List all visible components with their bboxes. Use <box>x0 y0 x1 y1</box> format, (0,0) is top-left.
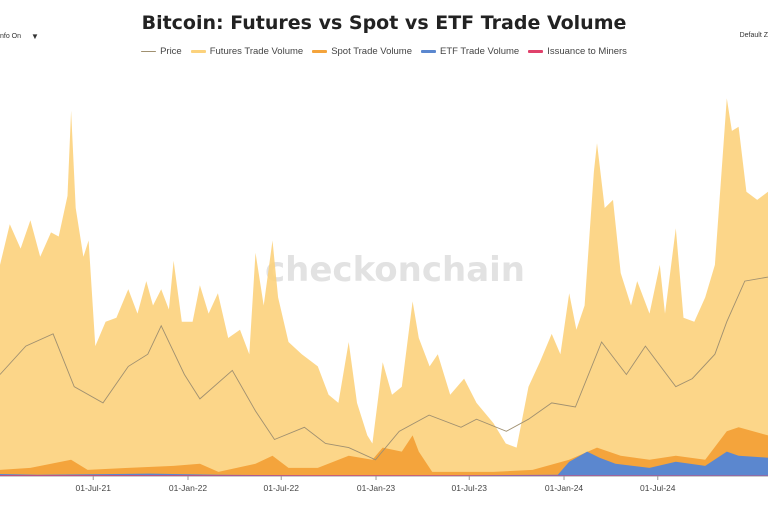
legend-item-etf[interactable]: ETF Trade Volume <box>421 46 519 57</box>
legend-item-issuance[interactable]: Issuance to Miners <box>528 46 627 57</box>
legend-label-issuance: Issuance to Miners <box>547 46 627 57</box>
watermark: checkonchain <box>265 250 525 290</box>
info-toggle-label: nfo On <box>0 33 22 40</box>
x-tick-label: 01-Jul-24 <box>640 483 676 493</box>
legend-label-price: Price <box>160 46 182 57</box>
legend-swatch-spot <box>312 50 328 53</box>
legend-label-spot: Spot Trade Volume <box>331 46 412 57</box>
legend-label-etf: ETF Trade Volume <box>440 46 520 57</box>
legend: Price Futures Trade Volume Spot Trade Vo… <box>0 46 768 57</box>
legend-label-futures: Futures Trade Volume <box>209 46 304 57</box>
x-axis-ticks: 01-Jul-21 01-Jan-22 01-Jul-22 01-Jan-23 01-J… <box>76 476 676 493</box>
legend-swatch-etf <box>421 50 436 53</box>
legend-item-spot[interactable]: Spot Trade Volume <box>312 46 412 57</box>
series-futures-trade-volume[interactable] <box>0 98 768 477</box>
series-price[interactable] <box>0 276 768 461</box>
x-tick-label: 01-Jan-24 <box>545 483 584 493</box>
chart-title: Bitcoin: Futures vs Spot vs ETF Trade Vo… <box>141 12 627 34</box>
legend-swatch-issuance <box>528 50 544 53</box>
legend-item-futures[interactable]: Futures Trade Volume <box>190 46 304 57</box>
x-tick-label: 01-Jul-21 <box>76 483 112 493</box>
legend-swatch-price <box>141 51 157 52</box>
series-layer <box>0 98 768 477</box>
legend-swatch-futures <box>190 50 206 53</box>
chevron-down-icon: ▼ <box>31 32 39 41</box>
info-toggle-dropdown[interactable]: nfo On ▼ <box>0 32 39 41</box>
x-tick-label: 01-Jul-23 <box>452 483 488 493</box>
x-tick-label: 01-Jan-22 <box>169 483 208 493</box>
x-tick-label: 01-Jul-22 <box>264 483 300 493</box>
series-etf-trade-volume[interactable] <box>0 451 768 476</box>
default-zoom-button[interactable]: Default Z <box>739 32 768 39</box>
x-tick-label: 01-Jan-23 <box>357 483 396 493</box>
legend-item-price[interactable]: Price <box>141 46 182 57</box>
series-issuance-to-miners[interactable] <box>0 475 768 476</box>
